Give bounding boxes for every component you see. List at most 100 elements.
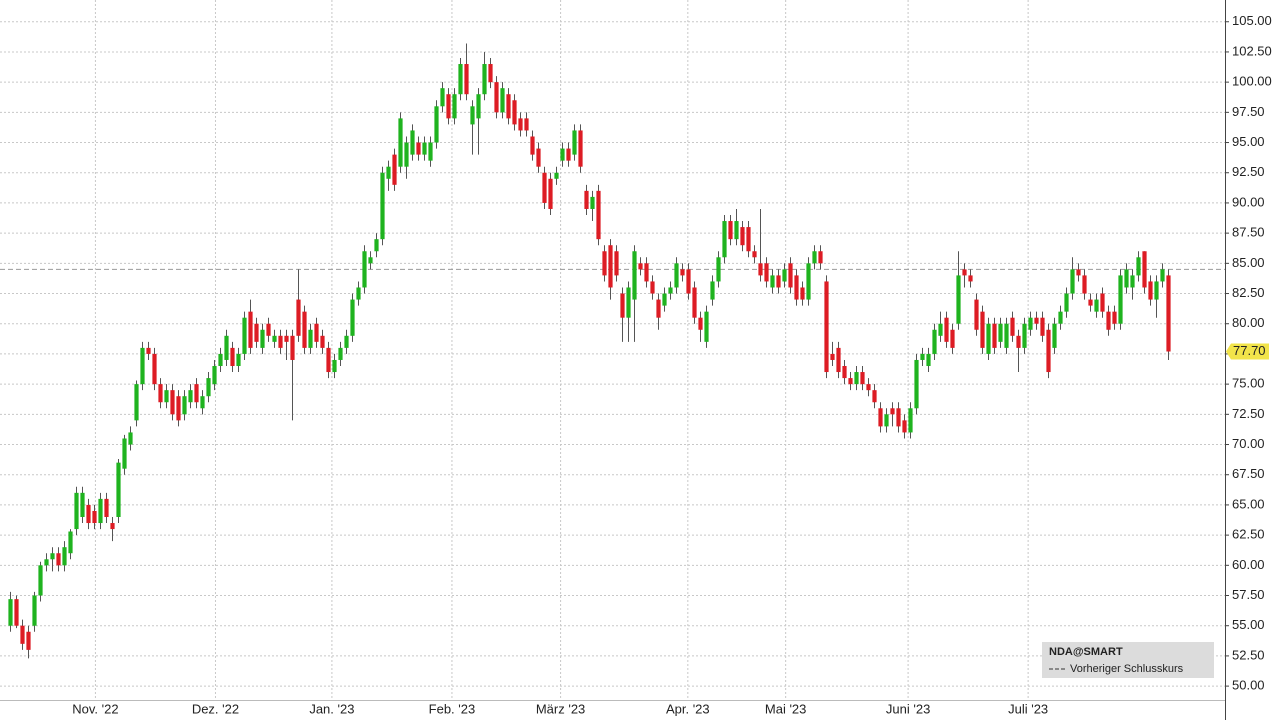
candle-body <box>1064 293 1069 312</box>
y-tick-label: 65.00 <box>1232 496 1265 511</box>
candle-body <box>662 293 667 306</box>
candle-body <box>500 88 505 113</box>
candle-body <box>542 172 547 203</box>
candle-body <box>800 287 805 300</box>
candle-body <box>548 178 553 209</box>
candle-body <box>920 353 925 360</box>
candle-body <box>830 353 835 360</box>
candle-body <box>866 384 871 391</box>
candle-body <box>20 625 25 644</box>
candle-body <box>458 64 463 95</box>
candle-body <box>170 390 175 415</box>
candle-body <box>1142 251 1147 288</box>
candle-body <box>692 287 697 318</box>
candle-body <box>362 251 367 288</box>
candle-body <box>14 599 19 626</box>
candles <box>8 43 1171 659</box>
y-tick-label: 60.00 <box>1232 557 1265 572</box>
candle-body <box>836 347 841 373</box>
candle-body <box>956 275 961 324</box>
candle-body <box>812 251 817 264</box>
candle-body <box>1076 269 1081 276</box>
candle-body <box>560 148 565 161</box>
candle-body <box>926 353 931 367</box>
y-tick-label: 82.50 <box>1232 285 1265 300</box>
candle-body <box>110 523 115 530</box>
candle-body <box>908 408 913 433</box>
candle-body <box>536 148 541 167</box>
candle-body <box>572 130 577 155</box>
candle-body <box>440 88 445 107</box>
candle-body <box>1094 299 1099 312</box>
candle-body <box>884 414 889 427</box>
candle-body <box>8 599 13 626</box>
y-tick-label: 75.00 <box>1232 376 1265 391</box>
candle-body <box>1034 317 1039 324</box>
candle-body <box>392 154 397 185</box>
candle-body <box>674 263 679 288</box>
candle-body <box>266 323 271 336</box>
x-tick-label: Mai '23 <box>765 701 807 716</box>
candle-body <box>134 384 139 421</box>
candle-body <box>206 378 211 397</box>
candle-body <box>386 166 391 179</box>
candle-body <box>938 323 943 336</box>
y-tick-label: 85.00 <box>1232 255 1265 270</box>
candle-body <box>932 329 937 354</box>
x-tick-label: Juni '23 <box>886 701 930 716</box>
candle-body <box>644 263 649 282</box>
x-tick-label: März '23 <box>536 701 585 716</box>
y-tick-label: 80.00 <box>1232 315 1265 330</box>
candle-body <box>1154 281 1159 300</box>
candle-body <box>296 299 301 336</box>
candle-body <box>194 384 199 403</box>
candle-body <box>482 64 487 95</box>
y-tick-label: 97.50 <box>1232 104 1265 119</box>
candle-body <box>950 329 955 348</box>
candle-body <box>410 130 415 155</box>
candle-body <box>680 269 685 276</box>
candle-body <box>368 257 373 264</box>
candle-body <box>242 317 247 354</box>
candle-body <box>74 492 79 530</box>
candle-body <box>1166 275 1171 352</box>
candle-body <box>554 172 559 179</box>
y-tick-label: 62.50 <box>1232 527 1265 542</box>
candle-body <box>344 335 349 348</box>
y-tick-label: 105.00 <box>1232 13 1272 28</box>
candle-body <box>98 498 103 524</box>
candle-body <box>614 251 619 276</box>
y-tick-label: 72.50 <box>1232 406 1265 421</box>
candle-body <box>704 311 709 342</box>
candle-body <box>470 106 475 125</box>
candle-body <box>428 142 433 161</box>
candle-body <box>338 347 343 360</box>
candle-body <box>962 269 967 276</box>
candle-body <box>320 335 325 348</box>
last-price-marker <box>1226 343 1269 360</box>
plot-area <box>0 0 1225 700</box>
candle-body <box>1118 275 1123 324</box>
candle-body <box>182 396 187 415</box>
legend[interactable]: NDA@SMART Vorheriger Schlusskurs <box>1042 642 1214 678</box>
y-tick-label: 87.50 <box>1232 225 1265 240</box>
x-tick-label: Juli '23 <box>1008 701 1048 716</box>
candle-body <box>476 94 481 119</box>
candle-body <box>398 118 403 167</box>
candle-body <box>746 227 751 252</box>
x-tick-label: Dez. '22 <box>192 701 239 716</box>
candle-body <box>860 372 865 385</box>
candle-body <box>200 396 205 409</box>
candle-body <box>848 378 853 385</box>
candle-body <box>176 396 181 421</box>
candle-body <box>374 239 379 252</box>
candle-body <box>488 64 493 83</box>
candle-body <box>818 251 823 264</box>
candle-body <box>146 347 151 354</box>
candle-body <box>794 275 799 300</box>
candle-body <box>416 142 421 155</box>
candle-body <box>506 94 511 119</box>
candle-body <box>278 335 283 348</box>
x-tick-label: Feb. '23 <box>429 701 476 716</box>
